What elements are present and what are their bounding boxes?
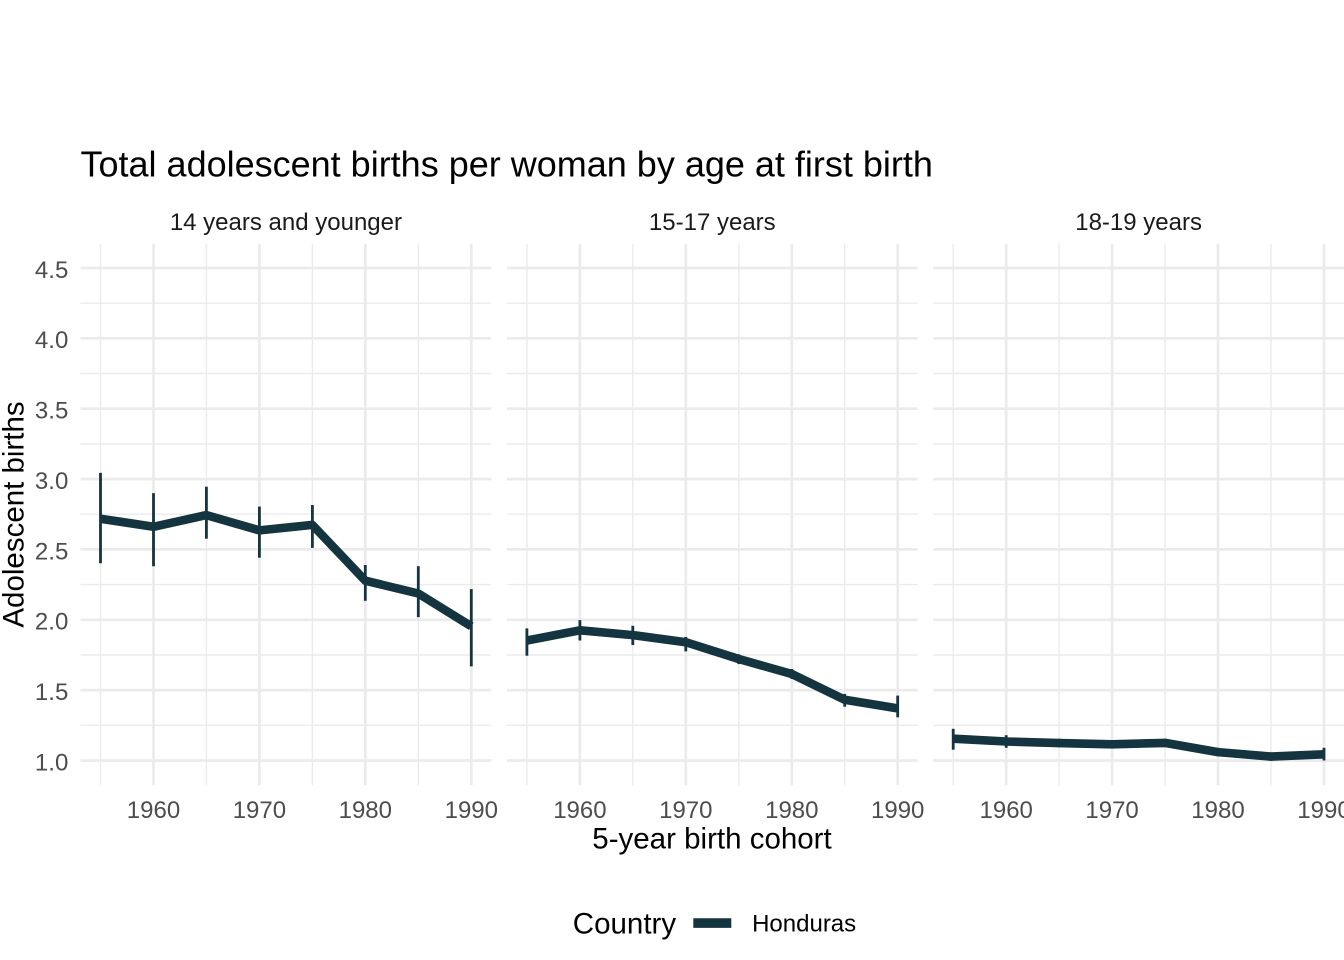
svg-text:3.0: 3.0	[35, 468, 68, 495]
svg-text:Country: Country	[573, 908, 677, 941]
svg-text:1.0: 1.0	[35, 749, 68, 776]
svg-text:1970: 1970	[233, 797, 286, 824]
svg-text:2.0: 2.0	[35, 609, 68, 636]
svg-text:4.5: 4.5	[35, 257, 68, 284]
svg-text:1970: 1970	[659, 797, 712, 824]
svg-text:2.5: 2.5	[35, 538, 68, 565]
svg-text:1960: 1960	[980, 797, 1033, 824]
svg-text:1980: 1980	[1191, 797, 1244, 824]
svg-text:1990: 1990	[1297, 797, 1344, 824]
svg-text:1960: 1960	[553, 797, 606, 824]
svg-text:1.5: 1.5	[35, 679, 68, 706]
svg-text:5-year birth cohort: 5-year birth cohort	[592, 823, 831, 856]
svg-text:14 years and younger: 14 years and younger	[170, 209, 402, 236]
svg-text:1980: 1980	[765, 797, 818, 824]
svg-text:Honduras: Honduras	[752, 910, 856, 937]
svg-text:3.5: 3.5	[35, 398, 68, 425]
svg-text:18-19 years: 18-19 years	[1075, 209, 1202, 236]
svg-text:1980: 1980	[339, 797, 392, 824]
svg-text:4.0: 4.0	[35, 327, 68, 354]
svg-text:Total adolescent births per wo: Total adolescent births per woman by age…	[81, 144, 933, 185]
svg-text:1960: 1960	[127, 797, 180, 824]
svg-text:Adolescent births: Adolescent births	[0, 401, 30, 627]
svg-text:1990: 1990	[445, 797, 498, 824]
svg-text:15-17 years: 15-17 years	[649, 209, 776, 236]
svg-text:1970: 1970	[1085, 797, 1138, 824]
svg-text:1990: 1990	[871, 797, 924, 824]
